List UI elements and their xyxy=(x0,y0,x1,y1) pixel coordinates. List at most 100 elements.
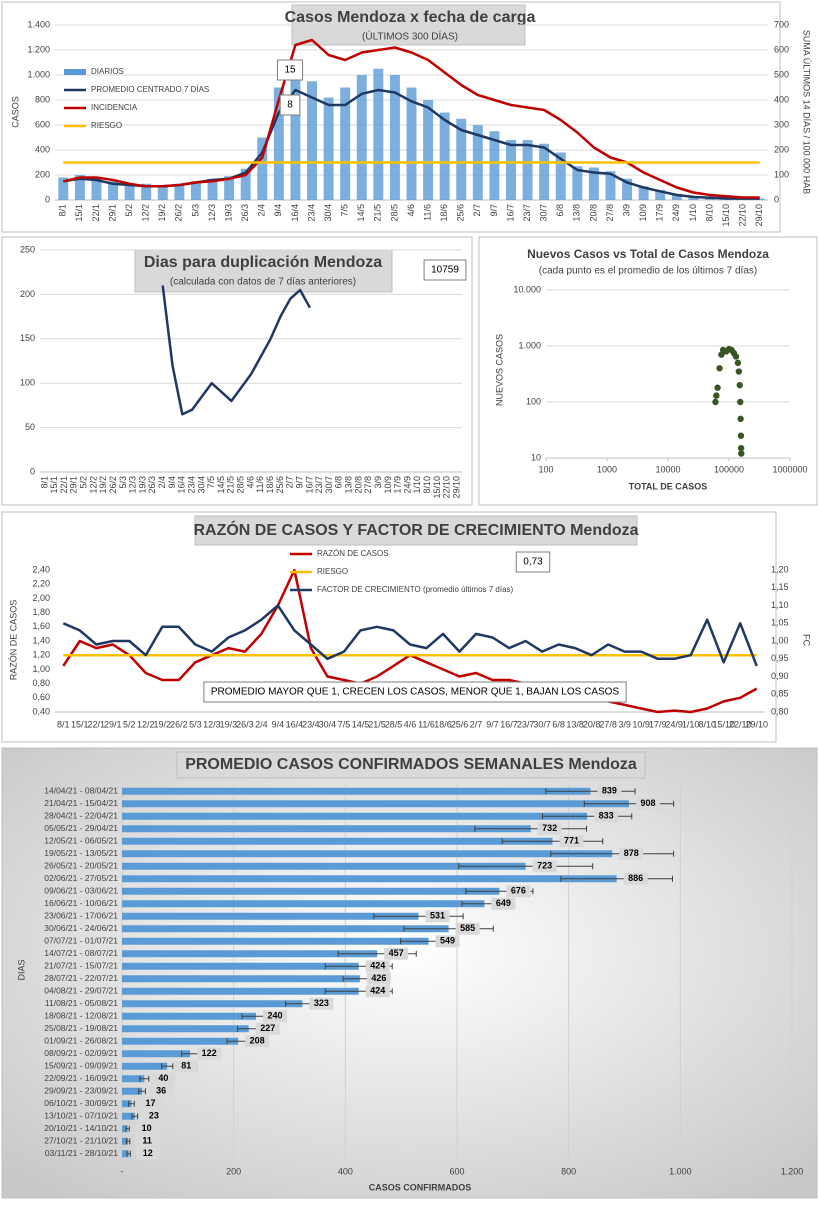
bar xyxy=(122,862,526,870)
y-tick-label: 16/06/21 - 10/06/21 xyxy=(44,898,118,908)
y-tick-label: 27/10/21 - 21/10/21 xyxy=(44,1136,118,1146)
value-label: 424 xyxy=(370,986,385,996)
bar xyxy=(122,1050,191,1058)
y-tick-label: 28/04/21 - 22/04/21 xyxy=(44,811,118,821)
y-tick-label: 01/09/21 - 26/08/21 xyxy=(44,1036,118,1046)
y-tick-label: 03/11/21 - 28/10/21 xyxy=(45,1148,118,1158)
x-tick-label: 5/3 xyxy=(189,719,202,729)
x-tick-label: 15/1 xyxy=(49,476,59,494)
x-tick-label: 13/8 xyxy=(566,719,584,729)
y-tick-label: 0,40 xyxy=(32,706,50,716)
point xyxy=(737,432,745,439)
x-tick-label: 28/5 xyxy=(385,719,403,729)
x-tick-label: 28/5 xyxy=(236,476,246,494)
y-tick-label: 08/09/21 - 02/09/21 xyxy=(44,1048,118,1058)
point xyxy=(737,398,744,406)
y-tick-label: 02/06/21 - 27/05/21 xyxy=(44,873,118,883)
y2-tick-label: 200 xyxy=(774,144,789,154)
y-axis-title: CASOS xyxy=(10,96,20,128)
value-label-box xyxy=(537,822,562,835)
point xyxy=(716,365,723,372)
x-tick-label: 400 xyxy=(338,1166,353,1176)
x-tick-label: 2/7 xyxy=(285,476,295,489)
x-tick-label: 23/4 xyxy=(306,204,316,222)
y-tick-label: 200 xyxy=(20,289,35,299)
x-tick-label: 26/3 xyxy=(240,204,250,222)
value-label-box xyxy=(619,847,644,860)
value-label: 36 xyxy=(156,1086,166,1096)
x-tick-label: 21/5 xyxy=(368,719,386,729)
x-tick-label: 11/6 xyxy=(255,476,265,493)
value-label-box xyxy=(635,797,660,810)
value-label-box xyxy=(425,910,450,923)
y-tick-label: 22/09/21 - 16/09/21 xyxy=(44,1073,118,1083)
bar xyxy=(456,118,467,200)
x-tick-label: 3/9 xyxy=(373,476,383,489)
bar xyxy=(754,198,765,200)
x-tick-label: 9/4 xyxy=(273,204,283,217)
chart-title: RAZÓN DE CASOS Y FACTOR DE CRECIMIENTO M… xyxy=(193,520,638,539)
value-label: 833 xyxy=(599,811,614,821)
x-tick-label: 7/5 xyxy=(338,719,351,729)
x-tick-label: 2/7 xyxy=(470,719,483,729)
error-bar xyxy=(161,1063,174,1070)
bar xyxy=(572,166,583,200)
bar xyxy=(307,81,317,200)
bar xyxy=(257,137,268,200)
y-tick-label: 06/10/21 - 30/09/21 xyxy=(44,1098,118,1108)
y-tick-label: 1.400 xyxy=(27,19,50,29)
value-label-box xyxy=(263,1010,287,1023)
value-label-box xyxy=(365,985,390,998)
bar xyxy=(240,168,251,200)
y-tick-label: 14/04/21 - 08/04/21 xyxy=(44,786,118,796)
annotation: PROMEDIO MAYOR QUE 1, CRECEN LOS CASOS, … xyxy=(211,687,620,698)
y2-tick-label: 600 xyxy=(774,44,789,54)
x-tick-label: 9/7 xyxy=(486,719,499,729)
x-tick-label: 18/6 xyxy=(434,719,452,729)
y-tick-label: 1.000 xyxy=(518,340,541,350)
bar xyxy=(122,1087,143,1095)
bar xyxy=(122,1037,239,1045)
y-tick-label: 1,40 xyxy=(32,635,50,645)
y2-tick-label: 100 xyxy=(774,169,789,179)
value-label-box xyxy=(135,1147,160,1160)
y-tick-label: 800 xyxy=(35,94,50,104)
y-axis-title: DIAS xyxy=(16,959,26,980)
y-tick-label: 1,00 xyxy=(32,664,50,674)
value-label: 908 xyxy=(640,798,655,808)
bar xyxy=(124,183,135,200)
x-tick-label: 14/5 xyxy=(216,476,226,494)
bar xyxy=(356,75,367,200)
y-tick-label: 50 xyxy=(25,422,35,432)
x-tick-label: 21/5 xyxy=(226,476,236,494)
bar xyxy=(141,183,152,200)
value-label-box xyxy=(138,1097,163,1110)
y-tick-label: 04/08/21 - 29/07/21 xyxy=(44,986,118,996)
x-tick-label: 2/4 xyxy=(257,204,267,217)
x-tick-label: 6/8 xyxy=(334,476,344,489)
series-line xyxy=(62,604,758,667)
x-tick-label: 12/3 xyxy=(207,204,217,222)
value-label: 457 xyxy=(389,948,404,958)
y-tick-label: 21/07/21 - 15/07/21 xyxy=(44,961,118,971)
bar xyxy=(122,950,378,958)
bar xyxy=(290,62,301,200)
y-tick-label: 25/08/21 - 19/08/21 xyxy=(44,1023,118,1033)
x-tick-label: 4/6 xyxy=(406,204,416,217)
x-tick-label: 25/6 xyxy=(275,476,285,494)
value-label-box xyxy=(134,1122,159,1135)
y-tick-label: 20/10/21 - 14/10/21 xyxy=(44,1123,118,1133)
x-tick-label: 5/2 xyxy=(124,204,134,217)
x-tick-label: 23/7 xyxy=(314,476,324,494)
y-tick-label: 10 xyxy=(531,452,541,462)
bar xyxy=(122,975,360,983)
x-tick-label: 21/5 xyxy=(373,204,383,222)
x-tick-label: 29/10 xyxy=(451,476,461,499)
legend-label: RIESGO xyxy=(317,567,348,576)
y-tick-label: 200 xyxy=(35,169,50,179)
value-label-box xyxy=(245,1035,270,1048)
legend-label: RAZÓN DE CASOS xyxy=(317,549,389,558)
bar xyxy=(122,1075,145,1083)
x-tick-label: 22/1 xyxy=(91,204,101,222)
x-tick-label: 26/3 xyxy=(147,476,157,494)
